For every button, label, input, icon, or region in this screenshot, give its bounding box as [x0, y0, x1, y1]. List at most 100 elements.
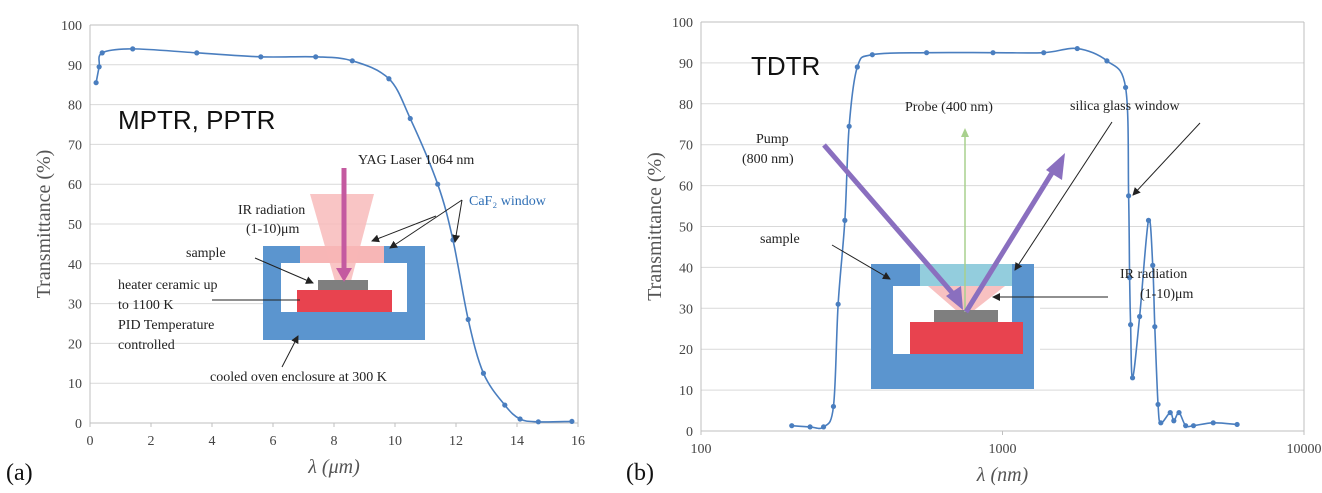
- silica-window-label: silica glass window: [1070, 99, 1181, 114]
- chart-b-data-point: [1129, 375, 1136, 381]
- chart-b-data-point: [1155, 401, 1161, 408]
- tag-tdtr: TDTR: [751, 51, 820, 81]
- chart-b-data-point: [842, 217, 848, 223]
- chart-b-data-point: [835, 301, 841, 307]
- heater-label-2: to 1100 K: [118, 298, 173, 313]
- chart-b-data-point: [789, 423, 795, 429]
- chart-b: 0 10 20 30 40 50 60 70 80 90 100 100 1000 10000 λ (nm)…: [644, 16, 1322, 486]
- sample-a: [318, 280, 368, 290]
- chart-b-data-point: [1145, 217, 1152, 223]
- chart-a-ytick-label: 30: [68, 298, 82, 313]
- chart-b-data-point: [1158, 420, 1164, 426]
- chart-a-ytick-label: 100: [61, 19, 82, 34]
- chart-b-data-point: [1183, 423, 1189, 429]
- chart-a-x-axis-title: λ (μm): [307, 456, 360, 478]
- caf2-window-label: CaF₂ window: [469, 194, 547, 209]
- chart-b-data-point: [1126, 193, 1132, 199]
- tdtr-diagram: TDTR Probe (400 nm) Pump (800 nm) silica…: [742, 51, 1201, 389]
- chart-b-data-point: [854, 64, 860, 70]
- pump-beam-in: [822, 143, 957, 298]
- chart-a-xtick-label: 16: [571, 434, 585, 449]
- chart-b-data-point: [1210, 420, 1216, 426]
- chart-b-data-point: [1104, 58, 1110, 64]
- chart-a-data-point: [194, 50, 200, 56]
- chart-b-data-point: [1171, 418, 1177, 424]
- sample-pointer-a: [254, 257, 314, 284]
- chart-a-xtick-label: 4: [209, 434, 216, 449]
- chart-a-data-point: [517, 416, 523, 422]
- chart-a-data-point: [386, 76, 392, 82]
- chart-b-ytick-label: 70: [679, 139, 693, 154]
- chart-a-data-point: [130, 46, 136, 52]
- chart-a-ytick-label: 20: [68, 337, 82, 352]
- chart-a-data-point: [258, 54, 264, 60]
- chart-a-data-point: [407, 115, 413, 122]
- chart-a-y-axis-title: Transmittance (%): [33, 150, 55, 299]
- chart-a-data-point: [502, 402, 508, 408]
- panel-label-a: (a): [6, 460, 33, 486]
- chart-b-ytick-label: 90: [679, 57, 693, 72]
- chart-a-data-point: [465, 316, 471, 323]
- chart-a-xtick-label: 12: [449, 434, 463, 449]
- chart-b-data-point: [846, 123, 852, 129]
- chart-b-y-axis-title: Transmittance (%): [644, 152, 666, 301]
- chart-b-data-point: [1150, 262, 1156, 268]
- chart-b-data-point: [1152, 324, 1158, 330]
- window-pointer-b2: [1132, 122, 1201, 196]
- chart-b-data-point: [820, 424, 827, 430]
- sample-b: [934, 310, 998, 322]
- chart-b-data-point: [1234, 421, 1240, 428]
- panel-label-b: (b): [626, 460, 654, 486]
- heater-label-4: controlled: [118, 338, 175, 353]
- chart-a-ytick-label: 50: [68, 218, 82, 233]
- chart-b-data-point: [990, 50, 996, 56]
- chart-a-data-point: [349, 58, 355, 64]
- chart-a-ytick-label: 10: [68, 377, 82, 392]
- ir-label-a2: (1-10)μm: [246, 222, 299, 237]
- chart-a-data-point: [93, 80, 99, 86]
- chart-a-data-point: [569, 418, 575, 425]
- chart-a-xtick-label: 2: [148, 434, 155, 449]
- chart-b-data-point: [1190, 423, 1197, 429]
- chart-b-data-point: [807, 424, 813, 430]
- chart-b-data-point: [1127, 275, 1133, 281]
- pump-label-1: Pump: [756, 132, 789, 147]
- chart-b-data-point: [869, 52, 875, 58]
- chart-b-x-axis-title: λ (nm): [976, 464, 1029, 486]
- chart-b-data-point: [1128, 322, 1134, 328]
- chart-a-data-point: [435, 181, 441, 187]
- mptr-diagram: MPTR, PPTR YAG Laser 1064 nm IR radiatio…: [118, 105, 547, 385]
- chart-a-data-point: [313, 54, 319, 60]
- chart-b-ytick-label: 100: [672, 16, 693, 31]
- chart-a-ytick-label: 40: [68, 258, 82, 273]
- chart-b-ytick-label: 80: [679, 98, 693, 113]
- chart-a-xtick-label: 8: [331, 434, 338, 449]
- chart-b-ytick-label: 40: [679, 261, 693, 276]
- chart-a-xtick-label: 6: [270, 434, 277, 449]
- chart-b-data-point: [1176, 409, 1182, 416]
- sample-label-b: sample: [760, 232, 800, 247]
- chart-a-ytick-label: 80: [68, 99, 82, 114]
- sample-label-a: sample: [186, 246, 226, 261]
- chart-b-ytick-label: 60: [679, 180, 693, 195]
- pump-beam-out: [963, 166, 1058, 314]
- chart-a-ytick-label: 60: [68, 178, 82, 193]
- chart-b-data-point: [923, 50, 930, 56]
- chart-b-data-point: [1167, 409, 1173, 416]
- chart-b-ytick-label: 0: [686, 425, 693, 440]
- ir-beam-cone-b: [928, 286, 1005, 312]
- chart-a-ytick-label: 0: [75, 417, 82, 432]
- chart-b-xtick-label: 10000: [1287, 442, 1322, 457]
- window-pointer-a2: [452, 199, 463, 243]
- pump-label-2: (800 nm): [742, 152, 794, 167]
- enclosure-pointer-a: [281, 335, 299, 368]
- chart-a-data-point: [99, 50, 105, 56]
- chart-a-data-point: [535, 419, 541, 425]
- ir-pointer-a: [371, 215, 437, 243]
- chart-a-ytick-label: 90: [68, 59, 82, 74]
- pump-in-arrowhead: [946, 286, 963, 310]
- window-pointer-b: [1014, 121, 1113, 271]
- chart-a-data-point: [480, 370, 487, 376]
- heater-label-3: PID Temperature: [118, 318, 214, 333]
